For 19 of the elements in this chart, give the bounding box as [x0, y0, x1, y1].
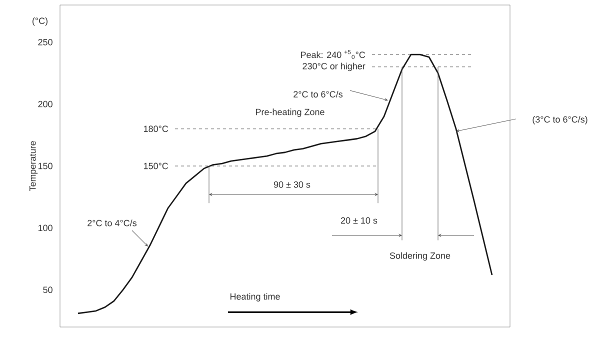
annotation: Pre-heating Zone — [256, 108, 324, 117]
annotation: Soldering Zone — [390, 252, 450, 261]
y-tick-label: 100 — [38, 224, 52, 232]
text: (°C) — [32, 17, 48, 26]
y-axis-title: Temperature — [30, 141, 38, 192]
ref-line-label: 230°C or higher — [302, 62, 366, 72]
annotation: 20 ± 10 s — [340, 217, 378, 224]
y-tick-label: 200 — [38, 100, 52, 108]
y-tick-label: 250 — [38, 38, 52, 46]
text: (3°C to 6°C/s) — [532, 116, 588, 124]
x-axis-title: Heating time — [230, 293, 280, 302]
annotation: 90 ± 30 s — [274, 181, 310, 188]
ref-line-label: Peak: 240 $^{+5}$$_{0}$°C — [301, 50, 366, 60]
y-tick-label: 150 — [38, 162, 52, 170]
ref-line-label: 150°C — [144, 162, 168, 170]
annotation: 2°C to 6°C/s — [294, 90, 343, 98]
annotation: 2°C to 4°C/s — [88, 220, 137, 226]
ref-line-label: 180°C — [144, 126, 168, 132]
y-tick-label: 50 — [43, 286, 52, 294]
